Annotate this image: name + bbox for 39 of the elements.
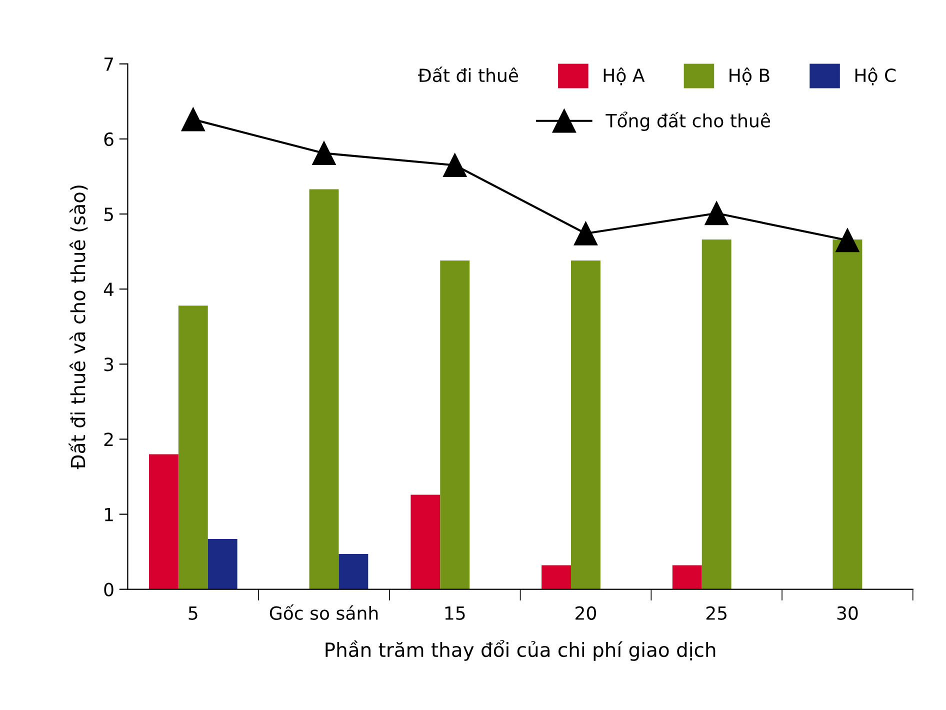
x-axis-title: Phần trăm thay đổi của chi phí giao dịch xyxy=(326,640,716,661)
point xyxy=(181,108,205,132)
x-tick-label: 15 xyxy=(445,606,465,620)
bar xyxy=(672,565,702,590)
bar xyxy=(178,306,208,590)
x-tick-label: Gốc so sánh xyxy=(270,604,378,620)
bar xyxy=(440,260,470,590)
x-tick-label: 25 xyxy=(706,606,727,620)
bar xyxy=(208,539,238,590)
legend-label: Hộ C xyxy=(855,67,896,86)
bar xyxy=(148,454,178,590)
bar xyxy=(309,189,339,590)
bar xyxy=(702,240,732,590)
bar xyxy=(410,494,440,590)
point xyxy=(443,153,467,178)
y-tick-label: 6 xyxy=(104,132,114,146)
x-tick-label: 20 xyxy=(576,606,596,620)
y-tick-label: 0 xyxy=(104,582,114,596)
x-tick-label: 5 xyxy=(188,606,198,620)
bar xyxy=(832,240,862,590)
point xyxy=(704,201,728,226)
point xyxy=(312,141,336,166)
bar xyxy=(338,554,368,590)
y-tick-label: 4 xyxy=(104,282,114,296)
point xyxy=(836,228,860,252)
bar xyxy=(571,260,600,590)
legend-title: Đất đi thuê xyxy=(418,66,518,82)
legend-label: Tổng đất cho thuê xyxy=(606,112,770,131)
y-tick-label: 7 xyxy=(104,58,113,71)
y-tick-label: 3 xyxy=(104,358,114,372)
point xyxy=(574,222,598,246)
x-tick-label: 30 xyxy=(837,606,858,620)
legend-label: Hộ B xyxy=(730,67,770,86)
y-tick-label: 5 xyxy=(104,208,113,222)
y-tick-label: 2 xyxy=(104,432,113,446)
bar xyxy=(542,565,572,590)
y-tick-label: 1 xyxy=(105,508,113,522)
legend-label: Hộ A xyxy=(604,67,645,86)
y-axis-title: Đất đi thuê và cho thuê (sào) xyxy=(68,186,88,470)
